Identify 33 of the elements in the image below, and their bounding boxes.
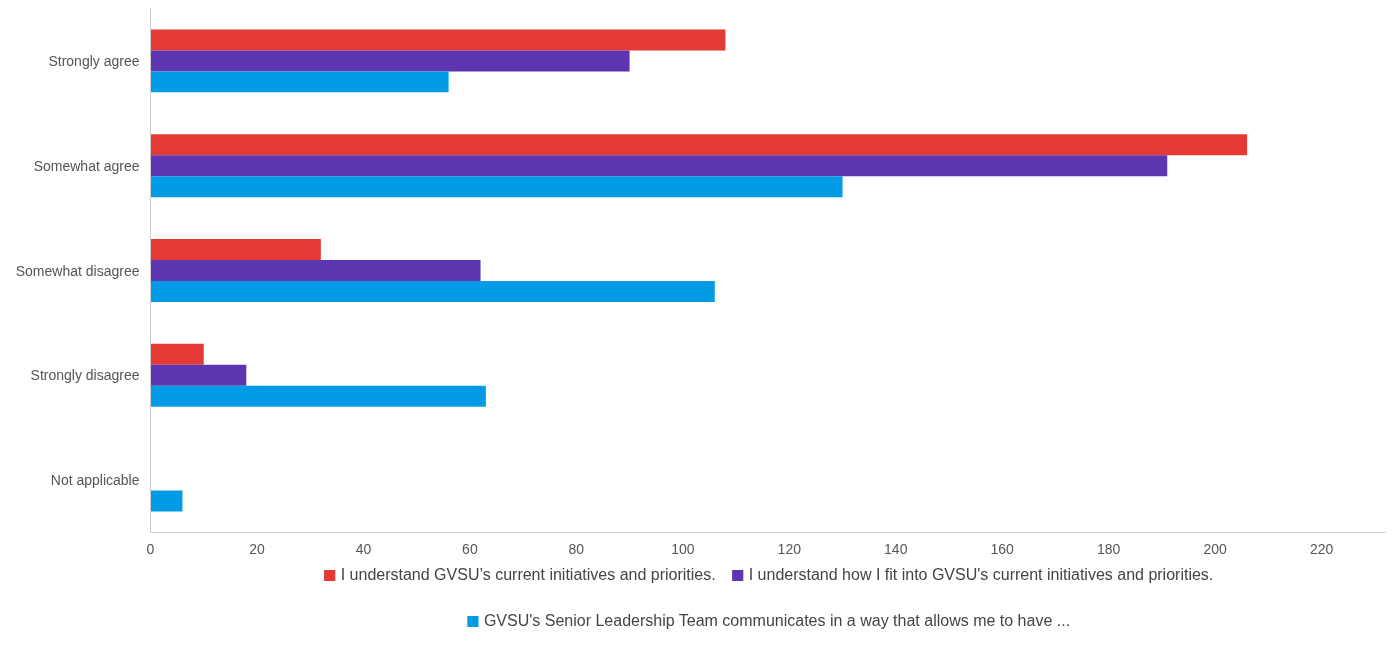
bar xyxy=(150,134,1248,156)
y-tick-label: Not applicable xyxy=(50,472,140,489)
bar xyxy=(150,71,449,93)
x-tick-label: 160 xyxy=(990,540,1015,557)
bar xyxy=(150,490,183,512)
bar xyxy=(150,29,726,51)
y-tick-label: Somewhat disagree xyxy=(15,262,140,279)
bar xyxy=(150,385,486,407)
bar xyxy=(150,176,843,198)
bar xyxy=(150,260,481,281)
bar xyxy=(150,364,247,386)
bar xyxy=(150,343,204,365)
x-tick-label: 40 xyxy=(355,540,372,557)
bar xyxy=(150,50,630,72)
bar xyxy=(150,280,715,302)
y-tick-label: Strongly disagree xyxy=(30,367,140,384)
x-tick-label: 100 xyxy=(671,540,695,557)
y-tick-label: Strongly agree xyxy=(48,52,140,69)
y-tick-label: Somewhat agree xyxy=(33,157,140,174)
legend-label: GVSU's Senior Leadership Team communicates in a way that allows me to have ... xyxy=(483,612,1071,630)
x-tick-label: 220 xyxy=(1309,540,1334,557)
x-tick-label: 80 xyxy=(568,540,585,557)
x-tick-label: 20 xyxy=(249,540,265,557)
legend-label: I understand GVSU’s current initiatives and priorities. xyxy=(340,566,716,584)
x-tick-label: 120 xyxy=(777,540,802,557)
x-tick-label: 0 xyxy=(146,540,155,557)
legend-label: I understand how I fit into GVSU's current initiatives and priorities. xyxy=(748,566,1214,584)
x-tick-label: 200 xyxy=(1203,540,1228,557)
bar xyxy=(150,239,321,261)
x-tick-label: 60 xyxy=(462,540,478,557)
x-tick-label: 140 xyxy=(884,540,908,557)
bar xyxy=(150,155,1168,177)
x-tick-label: 180 xyxy=(1097,540,1121,557)
